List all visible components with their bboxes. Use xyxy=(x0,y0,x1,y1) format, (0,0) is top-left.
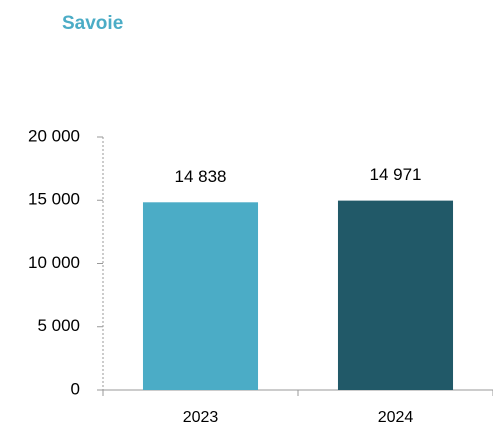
bar xyxy=(142,202,259,390)
x-tick-label: 2024 xyxy=(378,409,414,426)
y-tick-label: 0 xyxy=(71,379,80,398)
y-tick-label: 15 000 xyxy=(28,190,80,209)
y-tick-label: 5 000 xyxy=(37,316,80,335)
value-label: 14 971 xyxy=(370,165,422,184)
x-tick-label: 2023 xyxy=(183,409,219,426)
chart-title: Savoie xyxy=(62,13,123,34)
y-tick-label: 20 000 xyxy=(28,126,80,145)
bar xyxy=(337,200,454,390)
value-label: 14 838 xyxy=(175,167,227,186)
y-tick-label: 10 000 xyxy=(28,253,80,272)
